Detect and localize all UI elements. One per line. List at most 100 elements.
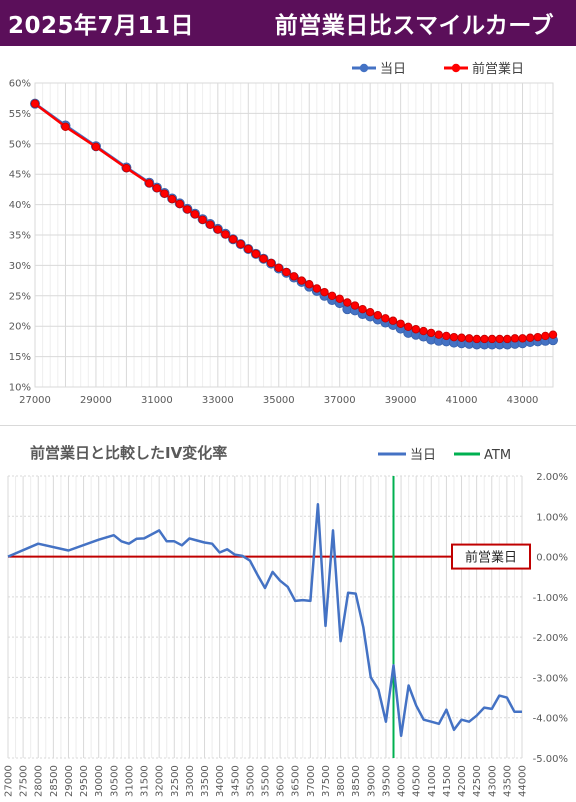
x-tick-label: 35000: [263, 395, 295, 406]
x-tick-label: 43500: [502, 765, 513, 797]
data-point: [175, 199, 184, 209]
data-point: [373, 311, 382, 320]
x-tick-label: 41000: [446, 395, 478, 406]
data-point: [160, 189, 169, 198]
x-tick-label: 41500: [442, 765, 453, 797]
x-tick-label: 28500: [49, 765, 60, 797]
legend-entry-today: 当日: [352, 62, 406, 77]
y-tick-label: 55%: [9, 109, 31, 120]
y-tick-label: 2.00%: [536, 472, 568, 483]
chart-title: 前営業日と比較したIV変化率: [30, 444, 227, 462]
x-tick-label: 41000: [427, 765, 438, 797]
data-point: [350, 301, 360, 310]
x-tick-label: 38500: [351, 765, 362, 797]
x-tick-label: 31500: [140, 765, 151, 797]
series-line-today: [7, 502, 522, 738]
data-point: [503, 334, 512, 344]
legend-label: 当日: [380, 62, 406, 77]
data-point: [167, 194, 177, 204]
data-point: [465, 334, 474, 343]
x-tick-label: 33500: [200, 765, 211, 797]
x-tick-label: 37000: [324, 395, 356, 406]
y-tick-label: 20%: [9, 322, 31, 333]
data-point: [282, 267, 291, 277]
x-tick-label: 31000: [124, 765, 135, 797]
zero-label-frame: [451, 543, 531, 570]
data-point: [449, 332, 459, 342]
x-tick-label: 39000: [385, 395, 417, 406]
iv-change-chart: 前営業日と比較したIV変化率 2.00% 1.00% 0.00% -1.00% -2.00…: [4, 444, 569, 797]
x-tick-label: 29500: [79, 765, 90, 797]
header-date: 2025年7月11日: [8, 13, 195, 39]
chart-separator: [0, 425, 576, 426]
data-point: [289, 272, 299, 281]
data-point: [525, 333, 535, 342]
series-prev: [30, 99, 558, 344]
x-tick-label: 35000: [245, 765, 256, 797]
data-point: [259, 254, 268, 263]
x-tick-label: 43000: [487, 765, 498, 797]
data-point: [404, 322, 413, 332]
data-point: [274, 263, 283, 273]
zero-label: 前営業日: [465, 550, 517, 566]
data-point: [510, 334, 520, 343]
x-tick-label: 42000: [457, 765, 468, 797]
data-point: [518, 334, 527, 343]
data-point: [381, 314, 390, 323]
smile-curve-chart: 10% 15% 20% 25% 30% 35% 40% 45% 50% 55% 60% 27000 29…: [9, 61, 559, 406]
data-point: [266, 258, 276, 268]
y-tick-label: -3.00%: [533, 673, 568, 684]
x-tick-label: 32500: [170, 765, 181, 797]
legend-entry-today: 当日: [378, 448, 436, 463]
data-point: [152, 183, 162, 193]
y-tick-label: 1.00%: [536, 512, 568, 523]
data-point: [236, 239, 245, 249]
x-tick-label: 30000: [94, 765, 105, 797]
y-tick-label: 0.00%: [536, 553, 568, 564]
y-tick-label: -1.00%: [533, 593, 568, 604]
data-point: [457, 333, 466, 342]
x-tick-label: 38000: [336, 765, 347, 797]
y-tick-label: -2.00%: [533, 633, 568, 644]
data-point: [305, 280, 314, 289]
data-point: [396, 319, 405, 328]
data-point: [251, 249, 261, 259]
data-point: [388, 316, 398, 325]
data-point: [221, 230, 230, 239]
x-tick-label: 32000: [155, 765, 166, 797]
data-point: [495, 334, 504, 344]
data-point: [198, 215, 207, 224]
legend-entry-prev: 前営業日: [444, 61, 524, 77]
x-tick-label: 27000: [4, 765, 15, 797]
data-point: [487, 334, 497, 344]
data-point: [358, 304, 367, 314]
data-point: [472, 334, 482, 344]
x-tick-label: 39000: [366, 765, 377, 797]
x-tick-label: 27500: [19, 765, 30, 797]
data-point: [206, 220, 215, 229]
x-tick-label: 27000: [19, 395, 51, 406]
y-tick-label: 15%: [9, 352, 31, 363]
data-point: [91, 142, 101, 152]
y-tick-label: 30%: [9, 261, 31, 272]
x-tick-label: 40500: [412, 765, 423, 797]
data-point: [244, 244, 253, 254]
x-tick-label: 40000: [397, 765, 408, 797]
data-point: [228, 235, 238, 244]
y-tick-label: -4.00%: [533, 714, 568, 725]
data-point: [183, 205, 192, 214]
legend-label: 当日: [410, 448, 436, 463]
y-tick-label: 25%: [9, 291, 31, 302]
header-title: 前営業日比スマイルカーブ: [274, 13, 554, 39]
data-point: [343, 298, 352, 307]
data-point: [541, 331, 550, 341]
data-point: [122, 163, 131, 173]
header-bar: 2025年7月11日 前営業日比スマイルカーブ: [0, 0, 576, 46]
x-tick-label: 43000: [507, 395, 539, 406]
x-tick-label: 33000: [202, 395, 234, 406]
data-point: [61, 122, 70, 131]
legend-marker: [359, 63, 369, 73]
data-point: [320, 287, 329, 297]
data-point: [312, 284, 322, 293]
y-tick-label: 50%: [9, 139, 31, 150]
